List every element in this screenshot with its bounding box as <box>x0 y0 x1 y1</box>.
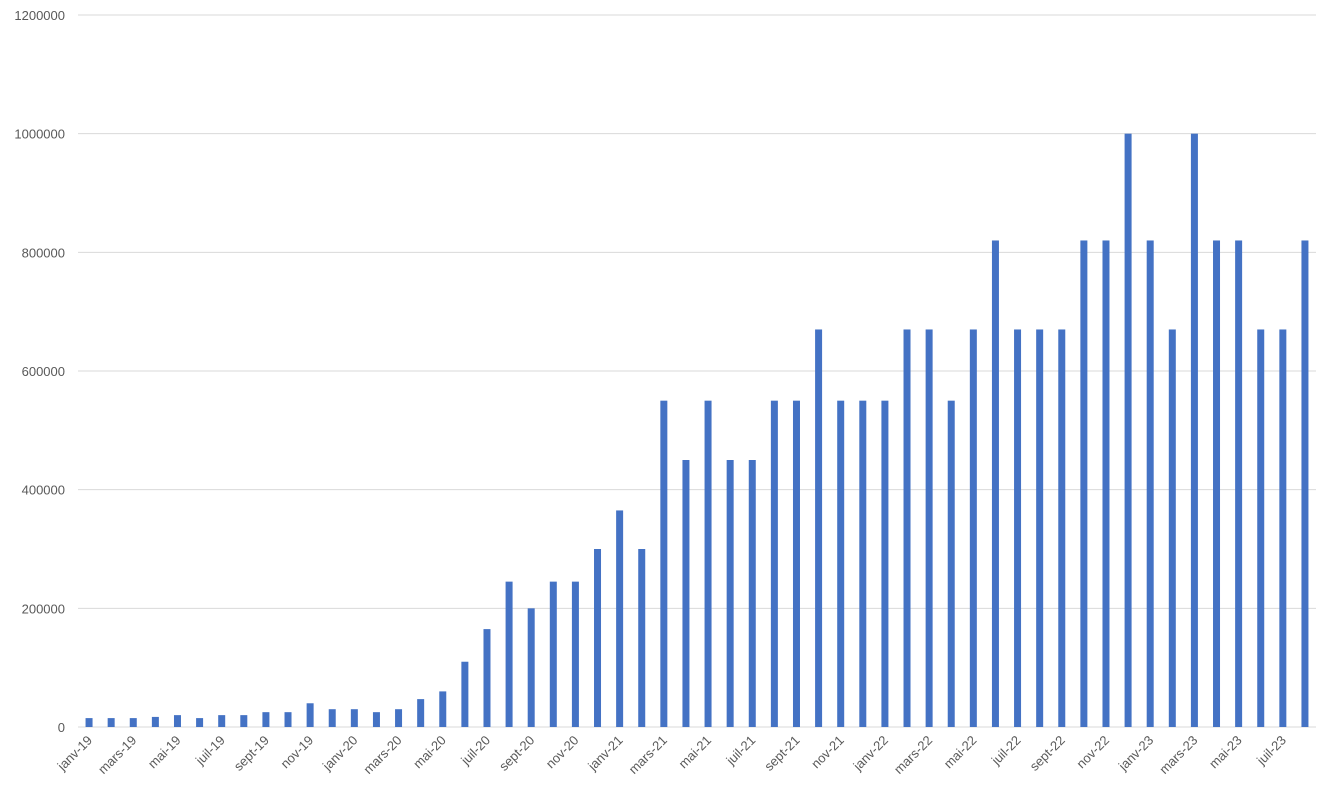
x-tick-label: mai-22 <box>941 733 980 772</box>
bar <box>571 581 579 727</box>
x-tick-label: juil-21 <box>723 733 759 769</box>
bar <box>792 400 800 727</box>
bar <box>461 661 469 727</box>
x-tick-label: nov-21 <box>808 733 847 772</box>
bar <box>704 400 712 727</box>
x-tick-label: janv-22 <box>850 733 891 774</box>
bar <box>262 712 270 727</box>
bar <box>196 718 204 727</box>
bar <box>395 709 403 727</box>
x-tick-label: sept-19 <box>231 733 272 774</box>
x-tick-label: mai-20 <box>410 733 449 772</box>
x-tick-label: sept-20 <box>496 733 537 774</box>
bar <box>748 460 756 727</box>
x-tick-label: nov-20 <box>543 733 582 772</box>
bar <box>903 329 911 727</box>
bar <box>483 629 491 727</box>
bar <box>218 715 226 727</box>
bar <box>1301 240 1309 727</box>
x-tick-label: mai-19 <box>145 733 184 772</box>
x-tick-label: juil-22 <box>988 733 1024 769</box>
x-tick-label: juil-20 <box>457 733 493 769</box>
bar <box>969 329 977 727</box>
y-tick-label: 1200000 <box>14 8 65 23</box>
bar <box>925 329 933 727</box>
x-tick-label: nov-22 <box>1073 733 1112 772</box>
bar <box>1058 329 1066 727</box>
x-tick-label: mars-19 <box>95 733 139 777</box>
bar <box>1190 133 1198 727</box>
bar <box>284 712 292 727</box>
bar <box>1168 329 1176 727</box>
bar <box>85 718 93 727</box>
bar <box>527 608 535 727</box>
y-tick-label: 400000 <box>22 483 65 498</box>
bar <box>1213 240 1221 727</box>
x-tick-label: juil-23 <box>1253 733 1289 769</box>
bar <box>726 460 734 727</box>
bar <box>107 718 115 727</box>
bar <box>1124 133 1132 727</box>
x-tick-label: mai-21 <box>675 733 714 772</box>
bar <box>372 712 380 727</box>
x-tick-label: juil-19 <box>192 733 228 769</box>
y-tick-label: 1000000 <box>14 127 65 142</box>
bar <box>881 400 889 727</box>
bar <box>505 581 513 727</box>
bar <box>1279 329 1287 727</box>
bar <box>173 715 181 727</box>
bar <box>660 400 668 727</box>
bar <box>1102 240 1110 727</box>
bar <box>991 240 999 727</box>
x-tick-label: mars-22 <box>891 733 935 777</box>
x-tick-label: mars-20 <box>360 733 404 777</box>
bar <box>1235 240 1243 727</box>
x-tick-label: janv-20 <box>319 733 360 774</box>
bar <box>616 510 624 727</box>
x-tick-label: sept-21 <box>761 733 802 774</box>
bar <box>350 709 358 727</box>
bar <box>417 699 425 727</box>
x-tick-label: mars-23 <box>1156 733 1200 777</box>
bar <box>594 549 602 727</box>
x-tick-label: mai-23 <box>1206 733 1245 772</box>
bar <box>240 715 248 727</box>
bar <box>1014 329 1022 727</box>
bar <box>1146 240 1154 727</box>
bar <box>1036 329 1044 727</box>
bar <box>837 400 845 727</box>
x-tick-label: janv-23 <box>1115 733 1156 774</box>
x-tick-label: mars-21 <box>626 733 670 777</box>
bar <box>638 549 646 727</box>
bar <box>1257 329 1265 727</box>
x-tick-label: sept-22 <box>1027 733 1068 774</box>
bar <box>682 460 690 727</box>
bar <box>947 400 955 727</box>
x-tick-label: nov-19 <box>278 733 317 772</box>
bar <box>129 718 137 727</box>
bar <box>815 329 823 727</box>
bar <box>306 703 314 727</box>
bar <box>770 400 778 727</box>
bar <box>328 709 336 727</box>
y-tick-label: 800000 <box>22 245 65 260</box>
bar <box>859 400 867 727</box>
y-tick-label: 0 <box>58 720 65 735</box>
bar <box>1080 240 1088 727</box>
bar <box>549 581 557 727</box>
x-tick-label: janv-21 <box>584 733 625 774</box>
y-tick-label: 600000 <box>22 364 65 379</box>
y-tick-label: 200000 <box>22 601 65 616</box>
x-tick-label: janv-19 <box>54 733 95 774</box>
bar <box>439 691 447 727</box>
bar <box>151 716 159 727</box>
